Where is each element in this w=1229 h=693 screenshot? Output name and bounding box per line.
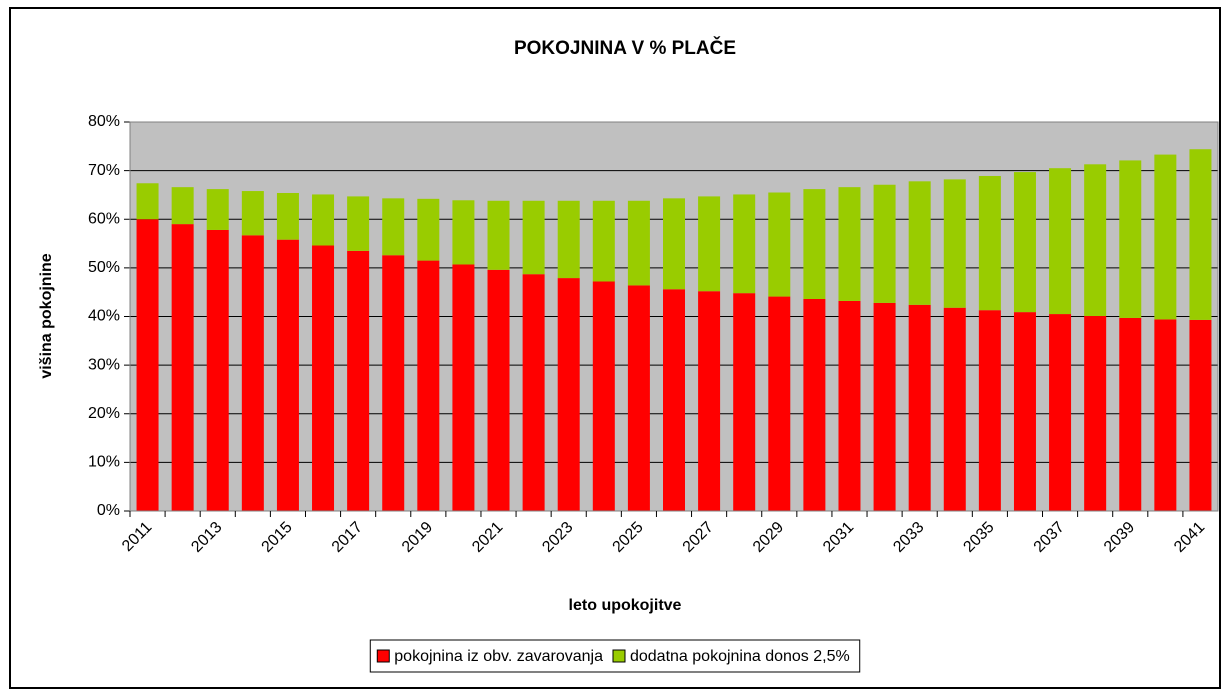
- bar-segment: [733, 194, 756, 294]
- bar-segment: [312, 245, 335, 511]
- bar-segment: [1189, 319, 1212, 511]
- y-tick-label: 70%: [88, 162, 120, 179]
- bar-segment: [873, 302, 896, 511]
- bar-segment: [733, 293, 756, 511]
- bar-segment: [206, 189, 229, 230]
- bar-segment: [312, 194, 335, 246]
- bar-segment: [698, 196, 721, 292]
- legend-swatch: [612, 649, 626, 663]
- y-tick-label: 50%: [88, 259, 120, 276]
- x-axis-title: leto upokojitve: [569, 597, 682, 614]
- bar-segment: [487, 200, 510, 270]
- y-tick-label: 20%: [88, 405, 120, 422]
- bar-segment: [522, 200, 545, 275]
- bar-segment: [1154, 154, 1177, 320]
- bar-segment: [1119, 317, 1142, 511]
- bar-segment: [276, 192, 299, 240]
- bar-segment: [452, 200, 475, 265]
- bar-segment: [382, 255, 405, 511]
- bar-segment: [978, 310, 1001, 511]
- bar-segment: [487, 269, 510, 511]
- bar-segment: [943, 307, 966, 511]
- bar-segment: [557, 278, 580, 511]
- y-tick-label: 10%: [88, 454, 120, 471]
- bar-segment: [803, 298, 826, 511]
- bar-segment: [768, 192, 791, 297]
- bar-segment: [347, 250, 370, 511]
- bar-segment: [1119, 160, 1142, 318]
- bar-segment: [838, 300, 861, 511]
- bar-segment: [838, 187, 861, 301]
- bar-segment: [136, 219, 159, 511]
- bar-segment: [417, 260, 440, 511]
- bar-segment: [1013, 172, 1036, 313]
- bar-segment: [452, 264, 475, 511]
- bar-segment: [557, 200, 580, 279]
- bar-segment: [592, 200, 615, 282]
- legend-label: pokojnina iz obv. zavarovanja: [394, 648, 603, 665]
- plot-border: [129, 121, 1219, 512]
- bar-segment: [873, 184, 896, 303]
- bar-segment: [1189, 149, 1212, 320]
- bar-segment: [241, 235, 264, 511]
- legend-label: dodatna pokojnina donos 2,5%: [630, 648, 850, 665]
- legend-swatch: [376, 649, 390, 663]
- bar-segment: [241, 191, 264, 236]
- bar-segment: [768, 296, 791, 511]
- bar-segment: [171, 187, 194, 225]
- bar-segment: [908, 181, 931, 305]
- y-tick-label: 0%: [97, 502, 120, 519]
- y-tick-label: 30%: [88, 356, 120, 373]
- bar-segment: [522, 274, 545, 511]
- bar-segment: [943, 179, 966, 308]
- bar-segment: [1049, 168, 1072, 315]
- bar-segment: [347, 196, 370, 251]
- bar-segment: [1049, 314, 1072, 511]
- bar-segment: [627, 285, 650, 511]
- chart-title: POKOJNINA V % PLAČE: [514, 37, 736, 59]
- bar-segment: [803, 189, 826, 299]
- bar-segment: [1154, 319, 1177, 511]
- bar-segment: [206, 229, 229, 511]
- bar-segment: [663, 289, 685, 511]
- y-tick-label: 80%: [88, 113, 120, 130]
- bar-segment: [592, 281, 615, 511]
- bar-segment: [1084, 164, 1107, 317]
- bar-segment: [382, 198, 405, 256]
- y-axis-title: višina pokojnine: [38, 253, 55, 378]
- bar-segment: [1013, 312, 1036, 511]
- bar-segment: [171, 224, 194, 512]
- y-tick-label: 60%: [88, 210, 120, 227]
- bar-segment: [136, 183, 159, 220]
- bar-segment: [908, 304, 931, 511]
- bar-segment: [1084, 316, 1107, 511]
- bar-segment: [627, 200, 650, 286]
- y-tick-label: 40%: [88, 308, 120, 325]
- bar-segment: [276, 239, 299, 512]
- bar-segment: [978, 175, 1001, 311]
- bar-segment: [417, 198, 440, 261]
- bar-segment: [698, 291, 721, 511]
- bar-segment: [663, 198, 685, 290]
